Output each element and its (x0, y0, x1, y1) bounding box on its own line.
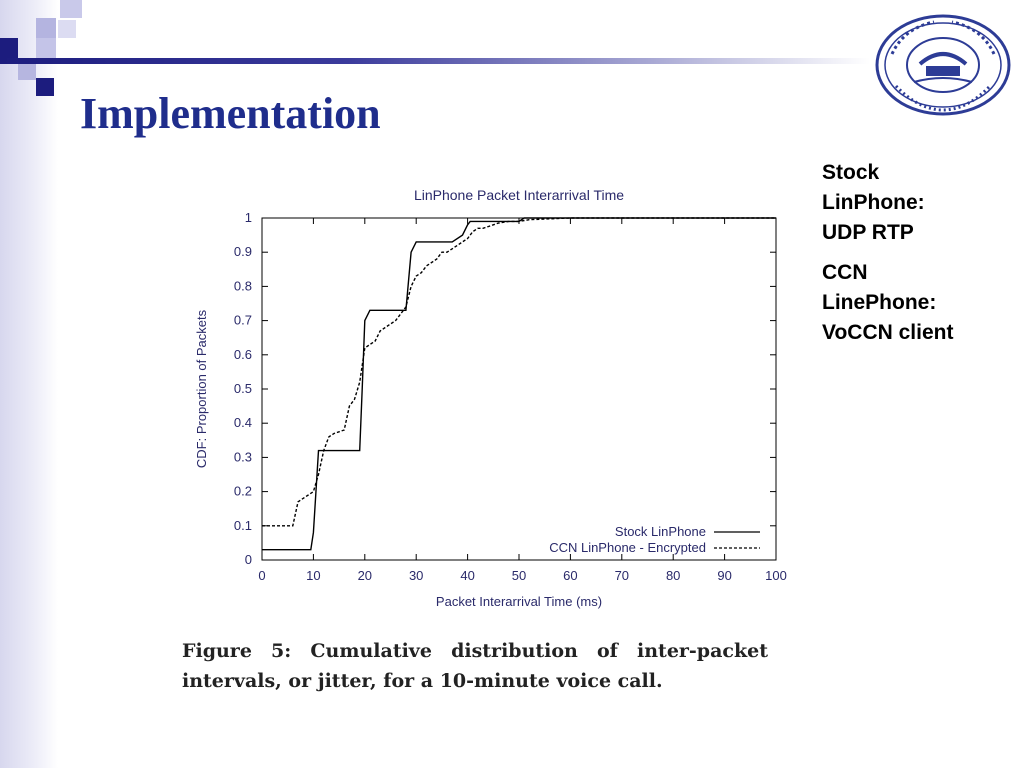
legend-label-stock: Stock LinPhone (615, 524, 706, 539)
chart-title: LinPhone Packet Interarrival Time (414, 187, 624, 203)
note-ccn-linephone: CCN LinePhone: VoCCN client (822, 258, 1012, 348)
title-underline-rule (0, 58, 870, 64)
x-tick-label: 30 (409, 568, 423, 583)
y-tick-label: 0.8 (234, 278, 252, 293)
university-seal-icon (874, 14, 1012, 116)
y-tick-label: 0 (245, 552, 252, 567)
deco-square-light-2 (36, 18, 56, 38)
cdf-chart: LinPhone Packet Interarrival Time 0 10 20 3… (184, 178, 804, 623)
note-line: UDP RTP (822, 221, 914, 244)
x-tick-label: 60 (563, 568, 577, 583)
x-tick-label: 20 (358, 568, 372, 583)
y-axis-label: CDF: Proportion of Packets (194, 309, 209, 468)
y-tick-label: 0.9 (234, 244, 252, 259)
figure-caption: Figure 5: Cumulative distribution of int… (182, 640, 768, 692)
side-notes: Stock LinPhone: UDP RTP CCN LinePhone: V… (822, 158, 1012, 358)
x-tick-label: 70 (615, 568, 629, 583)
deco-square-light-5 (18, 64, 36, 80)
note-stock-linphone: Stock LinPhone: UDP RTP (822, 158, 1012, 248)
series-line-stock-linphone (262, 217, 776, 551)
chart-legend: Stock LinPhone CCN LinPhone - Encrypted (549, 524, 760, 555)
x-tick-label: 90 (717, 568, 731, 583)
legend-label-ccn: CCN LinPhone - Encrypted (549, 540, 706, 555)
x-tick-label: 40 (460, 568, 474, 583)
note-line: VoCCN client (822, 321, 954, 344)
x-tick-label: 0 (258, 568, 265, 583)
x-tick-label: 10 (306, 568, 320, 583)
x-axis-label: Packet Interarrival Time (ms) (436, 594, 602, 609)
y-tick-label: 0.7 (234, 313, 252, 328)
y-tick-label: 0.6 (234, 347, 252, 362)
y-tick-label: 0.2 (234, 484, 252, 499)
x-tick-label: 80 (666, 568, 680, 583)
note-line: Stock (822, 161, 880, 184)
y-tick-label: 1 (245, 210, 252, 225)
note-line: LinePhone: (822, 291, 937, 314)
note-line: CCN (822, 261, 868, 284)
x-tick-label: 50 (512, 568, 526, 583)
y-tick-label: 0.5 (234, 381, 252, 396)
deco-square-dark-2 (36, 78, 54, 96)
note-line: LinPhone: (822, 191, 925, 214)
y-tick-label: 0.1 (234, 518, 252, 533)
x-tick-label: 100 (765, 568, 787, 583)
plot-frame (261, 217, 777, 561)
side-gradient-decoration (0, 0, 58, 768)
y-tick-label: 0.3 (234, 449, 252, 464)
deco-square-dark-1 (0, 38, 18, 58)
series-line-ccn-linphone (262, 217, 776, 527)
deco-square-light-1 (60, 0, 82, 18)
deco-square-light-3 (58, 20, 76, 38)
y-tick-label: 0.4 (234, 415, 252, 430)
slide-title: Implementation (80, 89, 381, 138)
deco-square-light-4 (36, 38, 56, 58)
